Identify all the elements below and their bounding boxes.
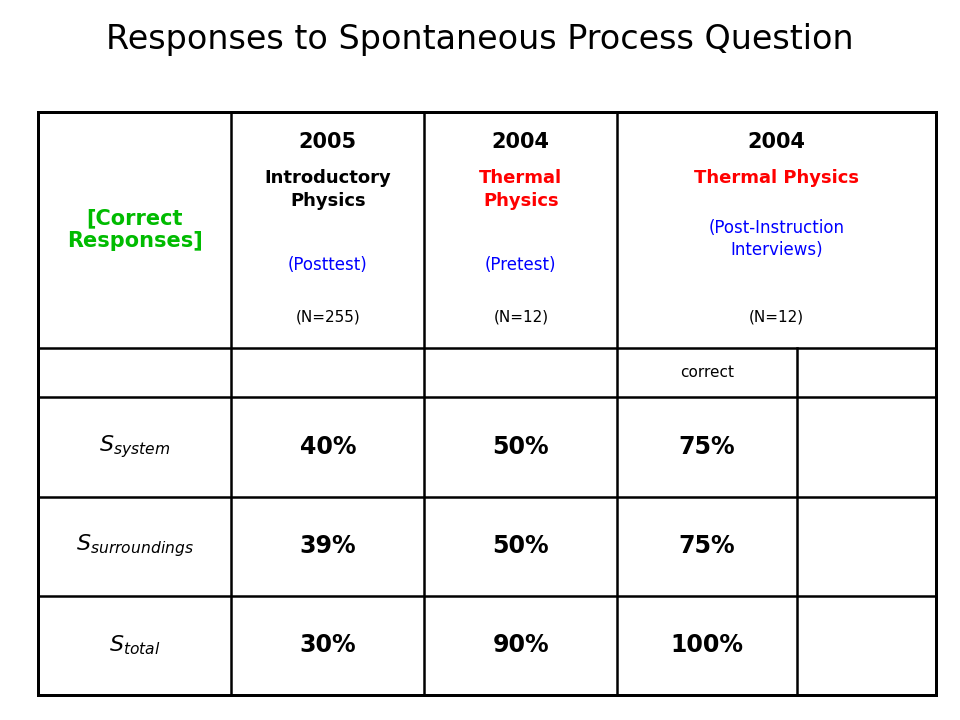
Bar [797, 348, 936, 397]
Text: 50%: 50% [492, 534, 549, 558]
Text: 100%: 100% [671, 633, 744, 657]
Text: 50%: 50% [492, 435, 549, 459]
Text: [Correct
Responses]: [Correct Responses] [67, 208, 203, 251]
Text: 75%: 75% [679, 534, 735, 558]
Bar [38, 112, 936, 695]
Text: (N=12): (N=12) [493, 310, 548, 325]
Bar [38, 348, 617, 397]
Bar [38, 112, 936, 348]
Text: $\mathit{S}_{total}$: $\mathit{S}_{total}$ [109, 634, 160, 657]
Text: (N=255): (N=255) [296, 310, 360, 325]
Text: (Posttest): (Posttest) [288, 256, 368, 274]
Text: 2005: 2005 [299, 132, 357, 153]
Text: 75%: 75% [679, 435, 735, 459]
Text: (Pretest): (Pretest) [485, 256, 557, 274]
Text: 40%: 40% [300, 435, 356, 459]
Text: (Post-Instruction
Interviews): (Post-Instruction Interviews) [708, 219, 845, 259]
Text: 90%: 90% [492, 633, 549, 657]
Text: $\mathit{S}_{surroundings}$: $\mathit{S}_{surroundings}$ [76, 533, 194, 559]
Bar [617, 348, 797, 397]
Text: 2004: 2004 [492, 132, 550, 153]
Text: Thermal
Physics: Thermal Physics [479, 169, 563, 210]
Text: $\mathit{S}_{system}$: $\mathit{S}_{system}$ [99, 433, 171, 460]
Text: 39%: 39% [300, 534, 356, 558]
Bar [38, 112, 936, 695]
Text: Thermal Physics: Thermal Physics [694, 168, 859, 186]
Bar [38, 397, 936, 497]
Text: 2004: 2004 [748, 132, 805, 153]
Text: Responses to Spontaneous Process Question: Responses to Spontaneous Process Questio… [107, 23, 853, 56]
Text: 30%: 30% [300, 633, 356, 657]
Text: (N=12): (N=12) [749, 310, 804, 325]
Text: correct: correct [680, 365, 734, 380]
Bar [38, 595, 936, 695]
Bar [38, 497, 936, 595]
Text: Introductory
Physics: Introductory Physics [265, 169, 392, 210]
